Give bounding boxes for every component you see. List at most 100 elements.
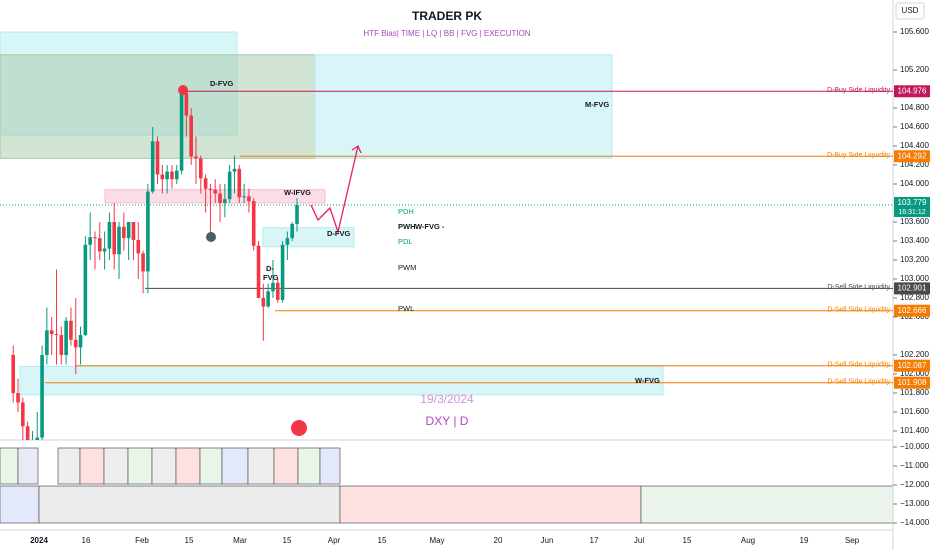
price-tag — [894, 150, 930, 163]
y-tick-label: 105.200 — [900, 65, 929, 74]
price-tag — [894, 282, 930, 295]
candle-body — [117, 226, 121, 255]
currency: USD — [902, 6, 919, 15]
y-tick-label: 103.000 — [900, 274, 929, 283]
candle-body — [69, 320, 73, 340]
x-tick-label: 16 — [82, 536, 91, 545]
drawing-label: W-IFVG — [284, 188, 311, 197]
liquidity-label: D-Sell Side Liquidity — [827, 307, 890, 314]
low-marker — [206, 232, 216, 242]
candle-body — [285, 238, 290, 245]
price-tag — [894, 304, 930, 317]
y-tick-label: 104.000 — [900, 179, 929, 188]
candle-body — [232, 168, 237, 172]
liquidity-label: D-Sell Side Liquidity — [827, 379, 890, 386]
drawing-label: FVG — [263, 273, 279, 282]
title: TRADER PK — [412, 9, 482, 23]
candle-body — [165, 171, 169, 180]
y-tick-label: 104.400 — [900, 141, 929, 150]
drawing-label: PWL — [398, 304, 414, 313]
candle-body — [73, 339, 78, 348]
candle-body — [40, 354, 44, 438]
drawing-label: PDH — [398, 207, 414, 216]
projection-arrow — [310, 145, 359, 235]
candle-body — [54, 334, 59, 336]
indicator-tick-label: −11.000 — [900, 461, 929, 470]
current-price-tag — [894, 196, 930, 217]
y-tick-label: 103.200 — [900, 255, 929, 264]
drawing-label: PDL — [398, 237, 413, 246]
candle-body — [64, 320, 68, 355]
x-tick-label: 15 — [185, 536, 194, 545]
drawing-label: D- — [266, 264, 274, 273]
candle-body — [213, 189, 218, 194]
y-tick-label: 104.600 — [900, 122, 929, 131]
candle-body — [155, 141, 160, 175]
y-tick-label: 102.200 — [900, 350, 929, 359]
candle-body — [170, 171, 174, 180]
candle-body — [16, 392, 20, 403]
candle-body — [194, 156, 198, 159]
liquidity-label: D-Buy Side Liquidity — [827, 87, 891, 94]
x-tick-label: Aug — [741, 536, 755, 545]
candle-body — [45, 330, 49, 355]
candle-body — [35, 437, 40, 440]
price-tag-label: 102.901 — [898, 284, 927, 293]
x-tick-label: Apr — [328, 536, 341, 545]
currency-box[interactable] — [895, 2, 925, 20]
x-tick-label: 15 — [378, 536, 387, 545]
candle-body — [295, 204, 299, 224]
indicator-tick-label: −14.000 — [900, 518, 930, 527]
x-tick-label: 15 — [283, 536, 292, 545]
drawing-label: D-FVG — [210, 79, 233, 88]
y-tick-label: 101.800 — [900, 388, 929, 397]
candle-body — [247, 196, 251, 202]
x-tick-label: Mar — [233, 536, 247, 545]
drawing-labels: D-Buy Side Liquidity D-Buy Side Liquidity… — [210, 79, 890, 386]
drawing-label: M-FVG — [585, 100, 609, 109]
price-tag — [894, 376, 930, 389]
candle-body — [160, 174, 165, 180]
candle-body — [261, 297, 266, 307]
candle-body — [102, 248, 107, 252]
x-tick-label: 17 — [590, 536, 599, 545]
candle-body — [271, 282, 275, 292]
y-tick-label: 103.400 — [900, 236, 929, 245]
liquidity-label: D-Sell Side Liquidity — [827, 362, 890, 369]
high-marker — [178, 85, 188, 95]
y-tick-label: 103.600 — [900, 217, 929, 226]
candle-body — [88, 237, 92, 245]
candle-body — [208, 188, 213, 190]
x-tick-label: Jun — [541, 536, 554, 545]
candle-body — [141, 253, 145, 272]
candle-body — [97, 238, 102, 252]
candle-body — [136, 240, 141, 254]
drawing-label: D-FVG — [327, 229, 350, 238]
arrow-head — [351, 145, 362, 154]
symbol-annotation: DXY | D — [426, 414, 469, 428]
candle-body — [11, 354, 16, 393]
flag-icon — [291, 420, 307, 436]
candle-body — [122, 226, 126, 239]
subtitle: HTF Bias| TIME | LQ | BB | FVG | EXECUTI… — [363, 29, 530, 38]
candle-body — [78, 335, 83, 348]
x-tick-label: May — [429, 536, 444, 545]
x-tick-label: Sep — [845, 536, 860, 545]
candle-body — [290, 223, 294, 239]
y-tick-label: 105.600 — [900, 27, 929, 36]
zone — [19, 365, 664, 396]
y-tick-label: 102.800 — [900, 293, 929, 302]
y-tick-label: 101.600 — [900, 407, 929, 416]
candle-body — [179, 92, 184, 171]
drawing-label: W-FVG — [635, 376, 660, 385]
candle-body — [49, 330, 54, 335]
candle-body — [275, 282, 280, 300]
zone — [314, 54, 613, 159]
date-annotation: 19/3/2024 — [420, 392, 474, 406]
y-tick-label: 104.800 — [900, 103, 929, 112]
x-tick-label: 15 — [683, 536, 692, 545]
candles — [11, 90, 299, 440]
drawing-label: W-FVG - — [415, 222, 445, 231]
candle-body — [25, 426, 30, 440]
price-tag — [894, 359, 930, 372]
